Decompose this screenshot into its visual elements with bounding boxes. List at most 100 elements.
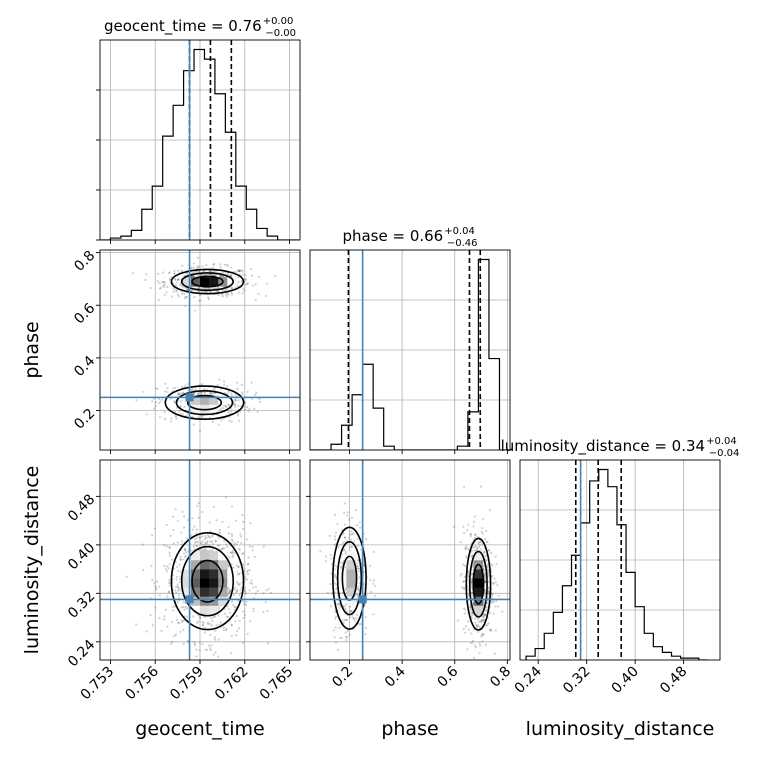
sample-point (162, 285, 165, 288)
sample-point (230, 287, 233, 290)
panel-2-2 (520, 460, 720, 660)
density-cell (209, 277, 219, 287)
sample-point (333, 513, 337, 516)
joint-phase-luminosity_distance (319, 485, 504, 660)
sample-point (174, 386, 177, 389)
sample-point (345, 618, 348, 622)
sample-point (194, 642, 197, 645)
sample-point (221, 274, 224, 278)
sample-point (158, 617, 161, 620)
sample-point (184, 384, 187, 387)
contour-line (336, 541, 363, 616)
sample-point (372, 550, 375, 554)
sample-point (492, 600, 495, 603)
sample-point (250, 381, 253, 384)
sample-point (172, 515, 175, 518)
sample-point (202, 387, 206, 391)
sample-point (208, 521, 211, 524)
sample-point (235, 564, 239, 567)
sample-point (193, 643, 196, 646)
sample-point (242, 287, 245, 291)
sample-point (463, 531, 466, 535)
sample-point (201, 624, 205, 627)
sample-point (222, 380, 226, 383)
sample-point (484, 592, 487, 595)
sample-point (180, 540, 184, 543)
sample-point (209, 648, 212, 652)
sample-point (249, 522, 252, 525)
sample-point (206, 541, 209, 544)
sample-point (242, 610, 245, 613)
sample-point (235, 589, 239, 592)
sample-point (201, 535, 204, 538)
sample-point (153, 527, 157, 530)
sample-point (163, 281, 166, 284)
sample-point (209, 291, 212, 294)
sample-point (191, 275, 194, 278)
sample-point (198, 616, 202, 619)
sample-point (248, 545, 251, 548)
sample-point (477, 541, 481, 544)
sample-point (163, 283, 166, 286)
sample-point (237, 583, 241, 586)
sample-point (462, 580, 465, 583)
sample-point (474, 621, 477, 624)
sample-point (201, 643, 204, 646)
sample-point (224, 404, 227, 408)
sample-point (489, 629, 493, 632)
contour-line (191, 559, 224, 603)
sample-point (481, 527, 484, 530)
sample-point (221, 520, 224, 523)
sample-point (207, 287, 211, 290)
sample-point (212, 263, 215, 266)
sample-point (200, 548, 203, 551)
sample-point (181, 619, 184, 622)
sample-point (344, 552, 347, 555)
sample-point (372, 579, 376, 582)
sample-point (460, 572, 463, 575)
sample-point (211, 542, 215, 546)
sample-point (201, 620, 204, 624)
sample-point (238, 548, 241, 552)
sample-point (469, 606, 472, 609)
density-cell (209, 569, 219, 579)
sample-point (485, 608, 488, 611)
sample-point (179, 400, 182, 403)
sample-point (372, 613, 375, 616)
contour-line (191, 275, 224, 288)
sample-point (497, 594, 500, 597)
sample-point (163, 564, 166, 568)
xtick-label: 0.2 (329, 664, 356, 691)
sample-point (145, 413, 148, 416)
sample-point (237, 565, 240, 568)
sample-point (335, 576, 338, 579)
density-cell (190, 596, 201, 606)
sample-point (163, 410, 166, 414)
density-cell (190, 578, 201, 588)
sample-point (150, 534, 154, 537)
sample-point (184, 305, 187, 308)
sample-point (172, 609, 175, 612)
sample-point (181, 264, 184, 267)
sample-point (266, 609, 269, 613)
contour-line (170, 268, 245, 295)
sample-point (251, 545, 254, 548)
xtick-label: 0.40 (609, 664, 642, 697)
density-cell (346, 587, 356, 597)
sample-point (195, 536, 198, 540)
sample-point (334, 615, 337, 618)
sample-point (359, 526, 362, 529)
sample-point (479, 644, 482, 647)
sample-point (347, 536, 350, 539)
sample-point (195, 540, 198, 543)
sample-point (187, 550, 190, 553)
sample-point (343, 540, 346, 543)
sample-point (487, 549, 490, 552)
sample-point (158, 416, 162, 419)
sample-point (166, 595, 169, 598)
sample-point (162, 280, 165, 284)
sample-point (151, 400, 154, 403)
ytick-label: 0.40 (65, 540, 98, 573)
sample-point (221, 547, 224, 550)
